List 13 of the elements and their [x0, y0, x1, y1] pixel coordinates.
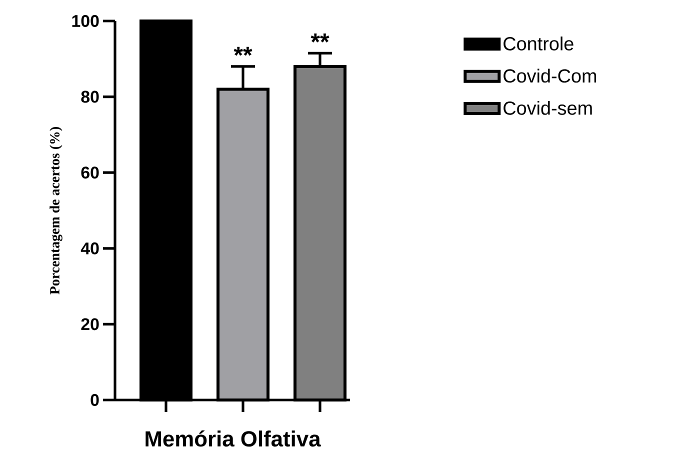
- y-tick-label: 80: [81, 90, 99, 103]
- legend-label: Covid-sem: [504, 100, 592, 115]
- y-tick-label: 20: [81, 318, 99, 330]
- annotation: **: [310, 34, 330, 42]
- y-axis-title: Porcentagem de acertos (%): [50, 127, 62, 294]
- legend-label: Controle: [504, 36, 574, 50]
- y-tick-label: 60: [81, 166, 99, 179]
- y-tick-label: 0: [90, 394, 99, 406]
- y-tick-label: 40: [80, 242, 99, 254]
- x-axis-title: Memória Olfativa: [146, 430, 321, 447]
- y-tick-label: 100: [72, 15, 99, 27]
- annotation: **: [234, 46, 252, 56]
- legend-label: Covid-Com: [504, 68, 596, 83]
